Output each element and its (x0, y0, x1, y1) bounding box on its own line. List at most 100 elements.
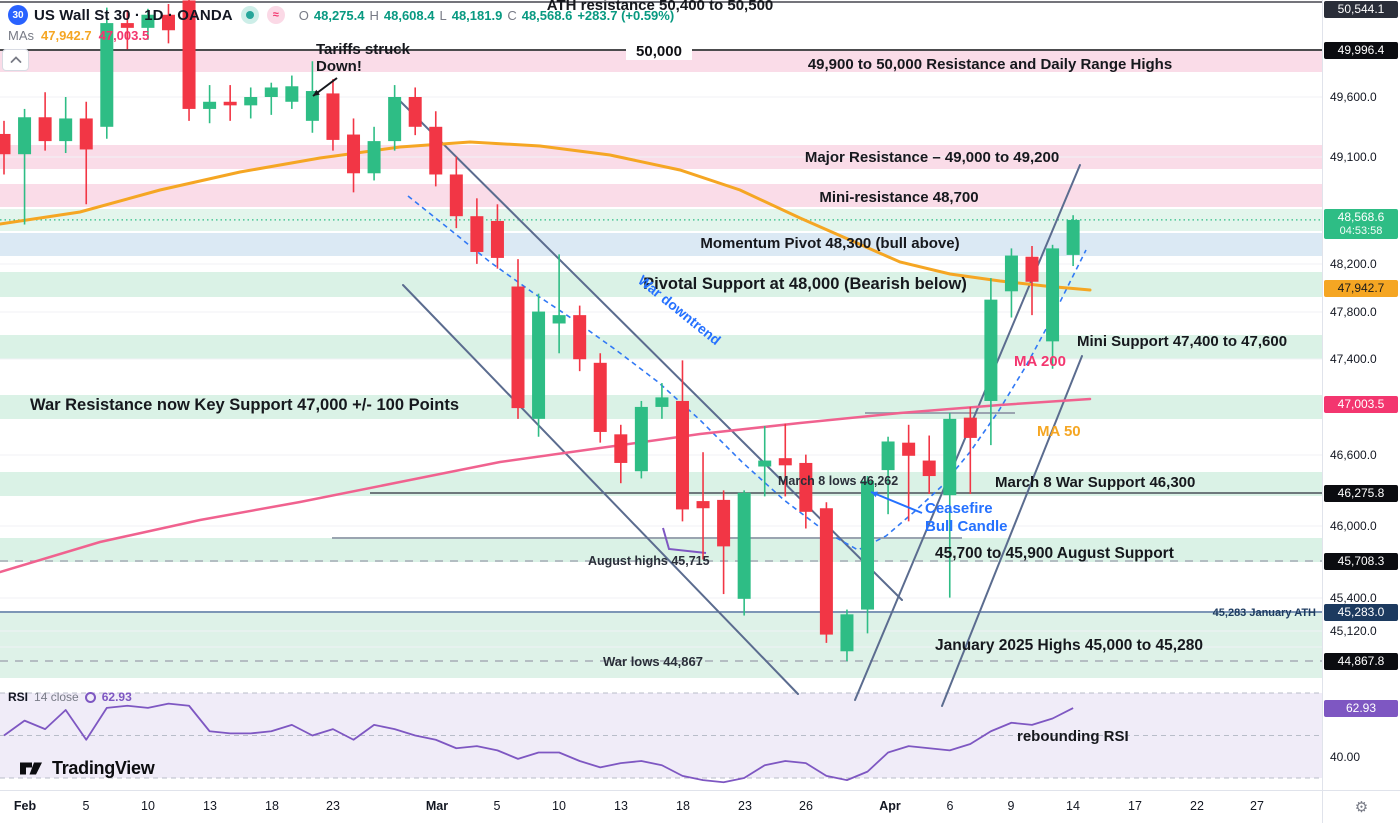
candle-body (552, 315, 566, 324)
close-label: C (507, 7, 517, 23)
chart-annotation: 50,000 (636, 43, 682, 60)
rsi-title: RSI (8, 690, 29, 704)
time-tick-label: 5 (493, 799, 501, 813)
candle-body (881, 441, 895, 471)
high-value: 48,608.4 (383, 7, 435, 23)
ma200-value: 47,003.5 (98, 27, 150, 43)
chart-legend: 30 US Wall St 30 · 1D · OANDA ≈ O 48,275.… (8, 4, 674, 44)
candle-body (408, 97, 422, 127)
change-value: +283.7 (+0.59%) (577, 7, 675, 23)
zone-pivotal-support-48000 (0, 272, 1322, 297)
candle-body (449, 174, 463, 217)
price-level-badge: 45,283.0 (1324, 603, 1398, 621)
symbol-title[interactable]: US Wall St 30 · 1D · OANDA (34, 6, 233, 24)
time-tick-label: 13 (614, 799, 628, 813)
close-value: 48,568.6 (521, 7, 573, 23)
price-tick-label: 49,600.0 (1330, 90, 1377, 104)
zone-august-support-45700-45900 (0, 538, 1322, 562)
recovery-uptrend-lower[interactable] (941, 355, 1083, 707)
purple-drawing-mark (662, 527, 707, 554)
candle-body (120, 23, 134, 28)
approx-marker-icon[interactable]: ≈ (266, 6, 285, 24)
chart-annotation: 49,900 to 50,000 Resistance and Daily Ra… (808, 56, 1172, 73)
current-price-badge: 48,568.6 04:53:58 (1324, 209, 1398, 239)
chart-annotation: March 8 War Support 46,300 (995, 474, 1195, 491)
candle-body (0, 133, 11, 155)
open-label: O (298, 7, 309, 23)
time-tick-label: 5 (82, 799, 90, 813)
price-chart[interactable]: ATH resistance 50,400 to 50,500 50,000 49,… (0, 0, 1322, 790)
time-tick-label: 6 (946, 799, 954, 813)
time-axis[interactable]: Feb 5 10 13 18 23 Mar 5 10 13 18 23 26 Apr 6 9 14 17 22 27 (0, 790, 1322, 823)
price-level-badge: 44,867.8 (1324, 652, 1398, 670)
candle-body (367, 141, 381, 174)
price-level-badge: 46,275.8 (1324, 484, 1398, 502)
time-tick-label: 10 (141, 799, 155, 813)
high-label: H (369, 7, 379, 23)
candle-body (634, 406, 648, 472)
candle-body (470, 216, 484, 252)
ohlc-values: O 48,275.4 H 48,608.4 L 48,181.9 C 48,568.6 … (299, 8, 674, 23)
war-downtrend-lower[interactable] (402, 284, 799, 695)
candle-body (532, 311, 546, 419)
candle-body (285, 86, 299, 102)
candle-body (675, 400, 689, 510)
candle-body (758, 460, 772, 467)
candle-body (244, 97, 258, 106)
candle-body (182, 0, 196, 109)
candle-body (593, 362, 607, 432)
tradingview-logo[interactable]: TradingView (20, 758, 155, 779)
price-tick-label: 40.00 (1330, 750, 1361, 764)
price-level-badge: 45,708.3 (1324, 552, 1398, 570)
idea-marker-icon[interactable] (240, 6, 259, 24)
zone-resistance-49900-50000 (0, 51, 1322, 72)
price-level-badge: 47,942.7 (1324, 279, 1398, 297)
price-tick-label: 47,400.0 (1330, 352, 1377, 366)
price-axis[interactable]: 49,600.0 49,100.0 48,200.0 47,800.0 47,400.0… (1322, 0, 1400, 790)
time-tick-label: Feb (13, 799, 37, 813)
tariffs-arrow-head (313, 89, 320, 96)
price-level-badge: 50,544.1 (1324, 0, 1398, 18)
collapse-legend-button[interactable] (2, 49, 29, 71)
chart-annotation: Ceasefire (925, 500, 993, 517)
time-tick-label: 9 (1007, 799, 1015, 813)
chart-annotation: Down! (316, 58, 362, 75)
dashed-blue-trendline[interactable] (407, 195, 1087, 551)
candle-body (305, 91, 319, 121)
ma50-value: 47,942.7 (41, 27, 92, 43)
time-tick-label: Apr (879, 799, 901, 813)
price-tick-label: 49,100.0 (1330, 150, 1377, 164)
candle-body (511, 286, 525, 409)
candle-body (984, 299, 998, 401)
price-tick-label: 45,400.0 (1330, 591, 1377, 605)
chart-annotation: Mini Support 47,400 to 47,600 (1077, 333, 1287, 350)
axis-settings-icon[interactable]: ⚙ (1354, 799, 1369, 816)
candle-body (819, 508, 833, 635)
axis-corner: ⚙ (1322, 790, 1400, 823)
candle-body (79, 118, 93, 150)
chevron-up-icon (10, 56, 21, 63)
war-downtrend-upper[interactable] (396, 97, 903, 601)
low-value: 48,181.9 (451, 7, 503, 23)
chart-annotation: Pivotal Support at 48,000 (Bearish below… (643, 275, 967, 293)
zone-zone-48400-48600 (0, 209, 1322, 231)
rsi-indicator-legend[interactable]: RSI 14 close 62.93 (8, 690, 132, 704)
candle-body (1004, 255, 1018, 292)
candle-body (943, 418, 957, 496)
rsi-value: 62.93 (101, 690, 132, 704)
chart-canvas[interactable]: ATH resistance 50,400 to 50,500 50,000 49,… (0, 0, 1322, 790)
time-tick-label: 22 (1190, 799, 1204, 813)
ma200-line (0, 397, 1092, 574)
chart-annotation: War Resistance now Key Support 47,000 +/… (30, 396, 459, 414)
chart-annotation: Momentum Pivot 48,300 (bull above) (700, 235, 959, 252)
candle-body (1046, 248, 1060, 342)
candle-body (963, 417, 977, 438)
candle-body (141, 14, 155, 28)
candle-body (203, 101, 217, 109)
tradingview-logo-text: TradingView (52, 758, 155, 778)
zone-march8-support-46300 (0, 472, 1322, 496)
low-label: L (439, 7, 447, 23)
time-tick-label: 10 (552, 799, 566, 813)
candle-body (264, 87, 278, 97)
time-tick-label: 27 (1250, 799, 1264, 813)
